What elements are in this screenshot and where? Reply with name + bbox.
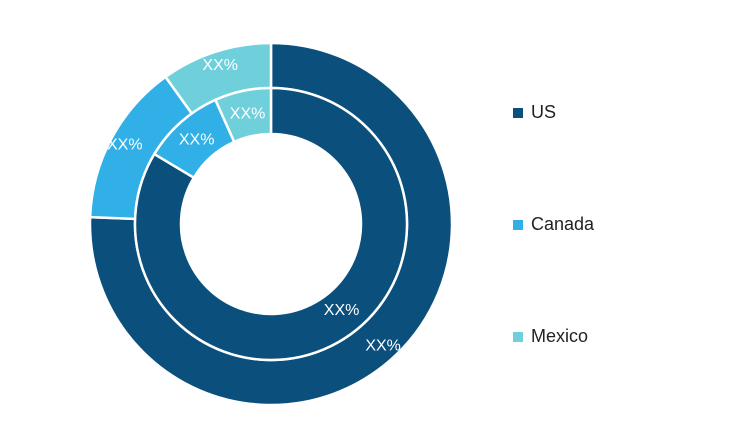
inner-slice-mexico (213, 86, 273, 144)
legend-swatch-us (513, 107, 523, 118)
inner-label-us: XX% (324, 302, 360, 319)
legend-swatch-canada (513, 219, 523, 230)
legend-item-canada: Canada (513, 214, 594, 235)
outer-label-mexico: XX% (202, 57, 238, 74)
inner-label-mexico: XX% (230, 106, 266, 123)
legend-swatch-mexico (513, 331, 523, 342)
outer-label-canada: XX% (107, 137, 143, 154)
legend-label-us: US (531, 102, 557, 122)
outer-label-us: XX% (365, 338, 401, 355)
legend-label-mexico: Mexico (531, 326, 589, 346)
legend-item-us: US (513, 102, 556, 123)
inner-label-canada: XX% (179, 131, 215, 148)
legend-item-mexico: Mexico (513, 326, 588, 347)
legend-label-canada: Canada (531, 214, 595, 234)
inner-slice-us (133, 86, 409, 362)
